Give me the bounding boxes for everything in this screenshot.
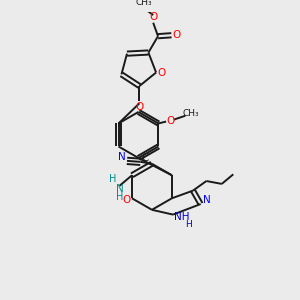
- Text: N: N: [118, 152, 126, 162]
- Text: O: O: [158, 68, 166, 79]
- Text: NH: NH: [174, 212, 189, 221]
- Text: O: O: [167, 116, 175, 126]
- Text: CH₃: CH₃: [135, 0, 152, 7]
- Text: H: H: [185, 220, 192, 229]
- Text: O: O: [150, 13, 158, 22]
- Text: O: O: [122, 195, 130, 205]
- Text: H: H: [109, 174, 116, 184]
- Text: H: H: [116, 192, 123, 202]
- Text: O: O: [172, 30, 181, 40]
- Text: N: N: [116, 184, 123, 194]
- Text: N: N: [203, 195, 211, 205]
- Text: C: C: [142, 153, 149, 163]
- Text: O: O: [135, 102, 144, 112]
- Text: CH₃: CH₃: [183, 110, 200, 118]
